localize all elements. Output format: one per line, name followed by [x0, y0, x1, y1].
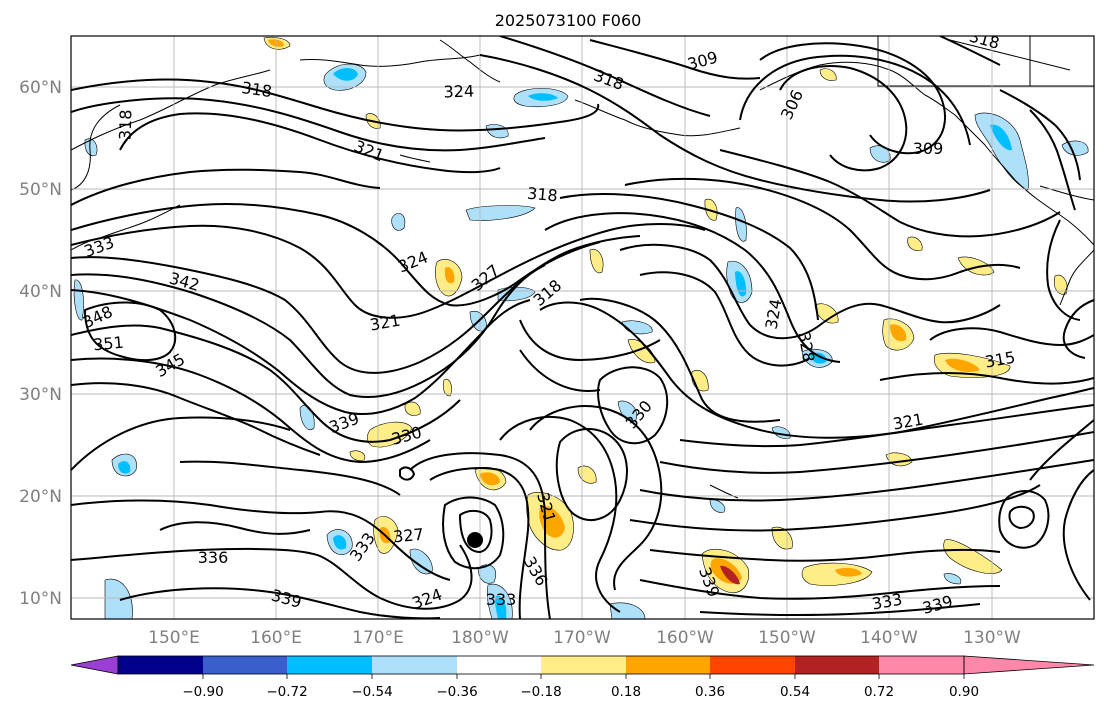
lon-label: 180°W: [451, 628, 509, 648]
colorbar-tick-label: −0.72: [266, 684, 307, 700]
colorbar-extend-left: [70, 655, 119, 675]
colorbar-segment: [795, 656, 879, 674]
lon-label: 140°W: [860, 628, 918, 648]
contour-label: 351: [92, 333, 124, 355]
colorbar-tick-label: −0.90: [182, 684, 223, 700]
colorbar-segment: [879, 656, 964, 674]
colorbar-tick-label: −0.18: [520, 684, 561, 700]
colorbar-segment: [541, 656, 626, 674]
colorbar-tick-label: 0.90: [949, 684, 979, 700]
lat-label: 20°N: [19, 487, 62, 507]
contour-label: 327: [392, 525, 424, 547]
colorbar-segment: [372, 656, 457, 674]
lat-label: 50°N: [19, 180, 62, 200]
colorbar-tick-label: 0.72: [864, 684, 894, 700]
colorbar-segment: [118, 656, 203, 674]
colorbar-tick-label: 0.36: [695, 684, 725, 700]
contour-label: 318: [240, 78, 273, 101]
lon-label: 150°E: [148, 628, 200, 648]
colorbar-tick-label: −0.36: [436, 684, 477, 700]
figure-title: 2025073100 F060: [495, 11, 642, 30]
colorbar-segment: [287, 656, 372, 674]
contour-label: 318: [115, 109, 135, 140]
lon-label: 160°W: [656, 628, 714, 648]
plot-area: 318 318 324 318 309 318 321 306 318 309 …: [71, 36, 1094, 619]
colorbar-segment: [203, 656, 287, 674]
lat-label: 60°N: [19, 78, 62, 98]
plot-frame: [70, 35, 1095, 620]
longitude-labels: 150°E 160°E 170°E 180°W 170°W 160°W 150°…: [148, 628, 1021, 648]
colorbar-tick-label: 0.54: [780, 684, 810, 700]
contour-label: 324: [443, 81, 474, 101]
colorbar: −0.90 −0.72 −0.54 −0.36 −0.18 0.18 0.36 …: [70, 655, 1095, 700]
lon-label: 150°W: [758, 628, 816, 648]
colorbar-segment: [626, 656, 710, 674]
lat-label: 10°N: [19, 589, 62, 609]
shaded-regions: [73, 36, 1089, 619]
contour-label: 333: [486, 590, 517, 609]
contour-label: 309: [913, 139, 944, 158]
colorbar-tick-label: 0.18: [611, 684, 641, 700]
colorbar-extend-right: [963, 655, 1095, 675]
contour-lines: [71, 36, 1094, 619]
lon-label: 170°W: [553, 628, 611, 648]
point-marker: [467, 532, 483, 548]
contour-label: 318: [526, 184, 558, 206]
colorbar-segment: [710, 656, 795, 674]
lon-label: 130°W: [963, 628, 1021, 648]
contour-label: 336: [198, 548, 229, 567]
latitude-labels: 10°N 20°N 30°N 40°N 50°N 60°N: [19, 78, 62, 609]
colorbar-tick-label: −0.54: [351, 684, 392, 700]
lon-label: 170°E: [352, 628, 404, 648]
lon-label: 160°E: [250, 628, 302, 648]
lat-label: 30°N: [19, 385, 62, 405]
colorbar-segment: [457, 656, 541, 674]
lat-label: 40°N: [19, 282, 62, 302]
coastlines: [71, 36, 1094, 499]
